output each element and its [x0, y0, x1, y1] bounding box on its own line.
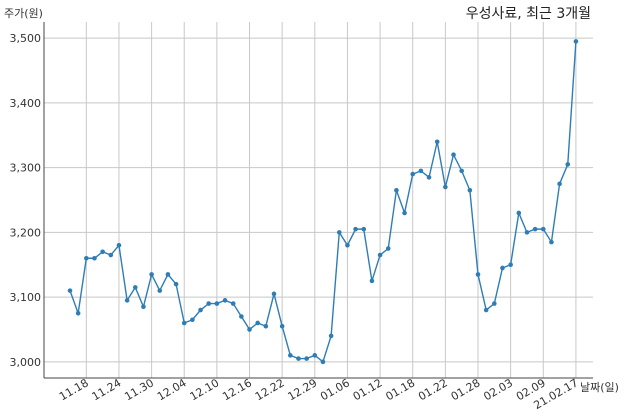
data-point — [500, 265, 505, 271]
data-point — [492, 301, 497, 306]
data-point — [524, 230, 530, 235]
data-point — [353, 226, 358, 232]
data-point — [230, 301, 236, 306]
data-point — [459, 168, 464, 174]
x-axis-unit-label: 날짜(일) — [580, 380, 619, 394]
data-point — [443, 184, 448, 190]
y-axis-unit-label: 주가(원) — [4, 7, 43, 20]
data-point — [394, 187, 399, 193]
x-tick-label: 12.22 — [253, 376, 287, 403]
data-point — [385, 246, 391, 251]
data-point — [263, 323, 269, 329]
data-point — [108, 252, 114, 258]
chart-title: 우성사료, 최근 3개월 — [466, 6, 591, 22]
data-point — [377, 252, 383, 258]
y-tick-label: 3,500 — [10, 32, 42, 45]
data-point — [116, 243, 122, 248]
data-point — [173, 281, 179, 287]
grid-lines — [44, 22, 593, 378]
x-tick-label: 12.16 — [220, 376, 254, 403]
x-tick-label: 12.04 — [155, 376, 189, 403]
data-point — [565, 162, 571, 167]
data-point — [320, 359, 326, 365]
data-point — [67, 288, 73, 293]
data-point — [214, 301, 220, 306]
data-point — [198, 307, 203, 313]
data-point — [345, 243, 350, 248]
data-point — [84, 255, 89, 261]
data-point — [451, 152, 456, 157]
data-point — [483, 307, 489, 313]
data-point — [540, 226, 546, 232]
data-point — [100, 249, 105, 255]
data-point — [247, 327, 252, 332]
data-point — [255, 320, 260, 326]
x-tick-label: 01.22 — [416, 376, 450, 403]
data-point — [508, 262, 513, 268]
data-point — [296, 356, 301, 361]
data-point — [271, 291, 277, 297]
data-point — [75, 310, 81, 316]
data-point — [361, 226, 367, 232]
data-point — [190, 317, 195, 323]
price-line — [69, 41, 577, 364]
x-tick-label: 11.30 — [122, 376, 156, 403]
y-tick-label: 3,300 — [10, 162, 42, 175]
data-point — [124, 298, 130, 303]
data-point — [279, 323, 285, 329]
data-point — [149, 272, 154, 277]
data-point — [426, 175, 432, 180]
y-tick-label: 3,100 — [10, 291, 42, 304]
x-tick-label: 12.10 — [188, 376, 222, 403]
x-tick-label: 01.18 — [383, 376, 417, 403]
data-point — [132, 285, 138, 290]
data-point — [328, 333, 334, 339]
data-point — [157, 288, 163, 293]
data-point — [92, 255, 97, 261]
x-tick-label: 12.29 — [286, 376, 320, 403]
data-point — [532, 226, 538, 232]
axes — [43, 22, 593, 379]
data-point — [475, 272, 481, 277]
data-point — [557, 181, 562, 187]
data-point — [181, 320, 187, 326]
data-point — [434, 139, 440, 145]
data-point — [288, 353, 293, 358]
data-point — [418, 168, 424, 174]
price-series — [67, 39, 579, 365]
data-point — [239, 314, 244, 319]
x-tick-label: 01.12 — [351, 376, 385, 403]
data-point — [312, 353, 318, 358]
data-point — [336, 230, 342, 235]
x-tick-labels: 11.1811.2411.3012.0412.1012.1612.2212.29… — [57, 376, 580, 412]
x-tick-label: 01.28 — [449, 376, 483, 403]
x-tick-label: 11.24 — [90, 376, 124, 403]
data-point — [369, 278, 375, 284]
data-point — [304, 356, 309, 361]
x-tick-label: 01.06 — [318, 376, 352, 403]
data-point — [141, 304, 146, 310]
y-tick-label: 3,200 — [10, 226, 42, 239]
y-tick-label: 3,400 — [10, 97, 42, 110]
data-point — [549, 239, 554, 245]
data-point — [222, 298, 228, 303]
data-point — [206, 301, 212, 306]
y-tick-label: 3,000 — [10, 356, 42, 369]
data-point — [402, 210, 407, 216]
data-point — [467, 187, 473, 193]
data-point — [573, 39, 579, 44]
data-point — [516, 210, 522, 216]
x-tick-label: 02.03 — [481, 376, 515, 403]
data-point — [165, 272, 171, 277]
y-tick-labels: 3,000 3,100 3,200 3,300 3,400 3,500 — [10, 32, 42, 369]
x-tick-label: 11.18 — [57, 376, 91, 403]
data-point — [410, 171, 416, 177]
